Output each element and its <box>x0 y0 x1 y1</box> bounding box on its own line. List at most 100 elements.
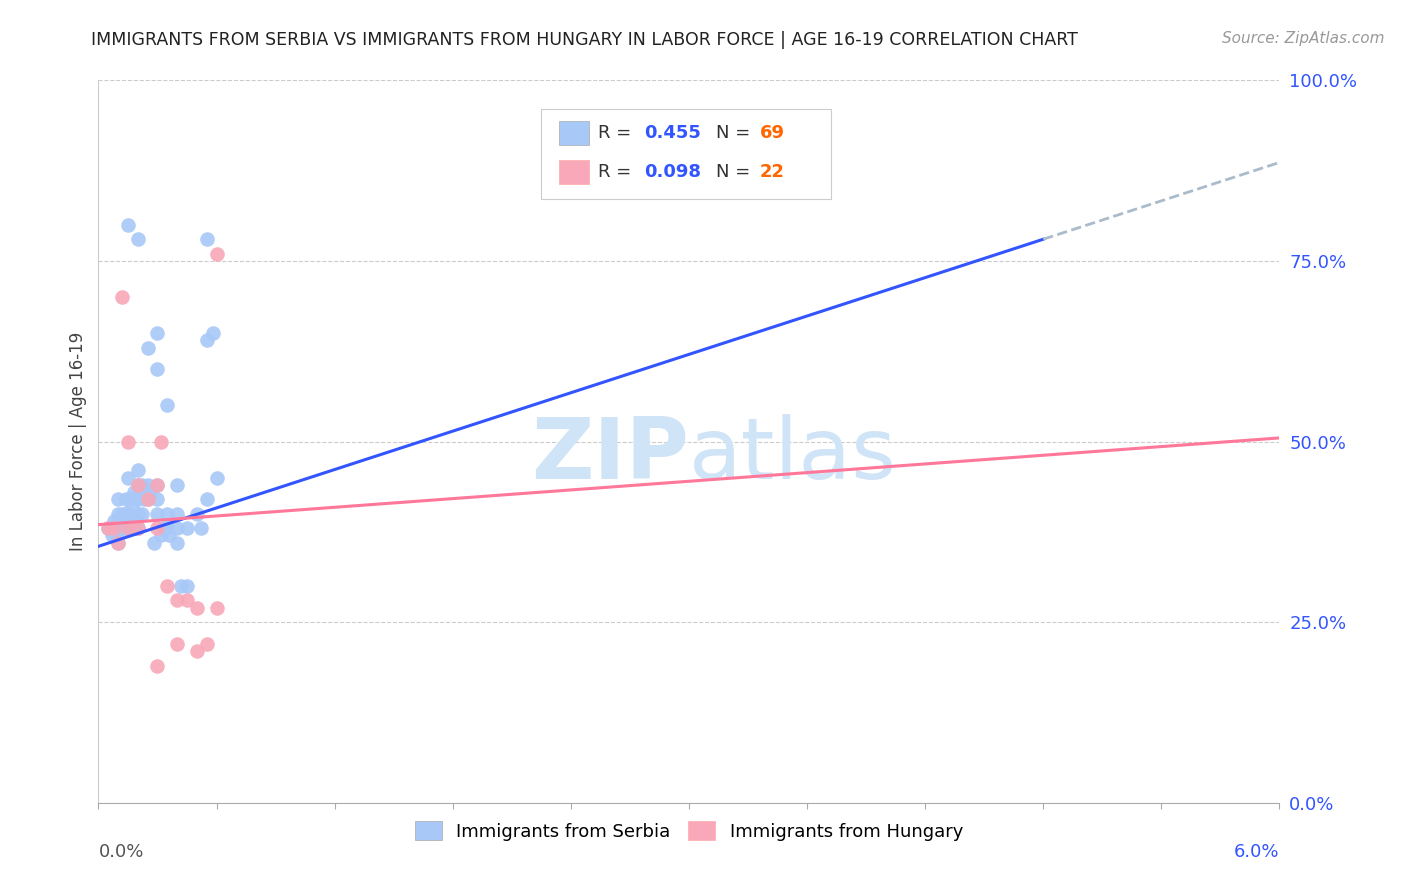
Point <box>186 507 208 521</box>
Point <box>117 507 139 521</box>
Point <box>117 218 139 232</box>
Point <box>142 535 165 549</box>
Point <box>195 334 218 348</box>
Point <box>190 521 212 535</box>
Point <box>166 507 188 521</box>
Point <box>156 579 179 593</box>
Point <box>146 492 169 507</box>
Bar <box>560 161 589 184</box>
Point <box>146 478 169 492</box>
Point <box>146 478 169 492</box>
Point <box>107 535 129 549</box>
Point <box>112 507 135 521</box>
Point <box>186 644 208 658</box>
Point <box>97 521 120 535</box>
Point <box>127 507 149 521</box>
Point <box>176 579 198 593</box>
Point <box>131 478 153 492</box>
Point <box>146 326 169 340</box>
Point <box>107 492 129 507</box>
Point <box>135 485 157 500</box>
Point <box>152 521 174 535</box>
Text: ZIP: ZIP <box>531 415 689 498</box>
Point <box>176 593 198 607</box>
Point <box>125 514 148 528</box>
Point <box>195 492 218 507</box>
Point <box>122 485 145 500</box>
Point <box>205 470 228 484</box>
Point <box>136 478 159 492</box>
Point <box>195 637 218 651</box>
Point <box>115 521 138 535</box>
Point <box>107 514 129 528</box>
Point <box>166 535 188 549</box>
Point <box>107 507 129 521</box>
Text: 6.0%: 6.0% <box>1234 843 1279 861</box>
Point <box>127 478 149 492</box>
Text: 0.098: 0.098 <box>644 163 702 181</box>
Point <box>128 485 150 500</box>
Point <box>118 492 141 507</box>
Point <box>156 507 179 521</box>
Point <box>117 470 139 484</box>
Point <box>127 521 149 535</box>
Point <box>111 290 134 304</box>
Point <box>170 579 193 593</box>
Point <box>195 232 218 246</box>
Point <box>97 521 120 535</box>
Point <box>146 521 169 535</box>
Point <box>166 478 188 492</box>
Point <box>150 528 173 542</box>
Point <box>127 232 149 246</box>
Text: 0.0%: 0.0% <box>98 843 143 861</box>
Text: atlas: atlas <box>689 415 897 498</box>
Point <box>156 521 179 535</box>
Text: R =: R = <box>598 124 637 142</box>
Point <box>146 658 169 673</box>
Point <box>166 593 188 607</box>
Point <box>127 478 149 492</box>
Text: Source: ZipAtlas.com: Source: ZipAtlas.com <box>1222 31 1385 46</box>
Point <box>101 528 124 542</box>
Point <box>112 521 135 535</box>
Point <box>117 521 139 535</box>
Bar <box>560 121 589 145</box>
FancyBboxPatch shape <box>541 109 831 200</box>
Point <box>131 507 153 521</box>
Point <box>156 398 179 412</box>
Point <box>108 521 131 535</box>
Point <box>138 485 160 500</box>
Point <box>111 514 134 528</box>
Point <box>103 521 125 535</box>
Point <box>98 521 121 535</box>
Point <box>117 434 139 449</box>
Text: 69: 69 <box>759 124 785 142</box>
Point <box>103 514 125 528</box>
Point <box>103 521 125 535</box>
Point <box>186 600 208 615</box>
Point <box>176 521 198 535</box>
Point <box>121 500 143 514</box>
Point <box>136 341 159 355</box>
Text: R =: R = <box>598 163 637 181</box>
Text: 0.455: 0.455 <box>644 124 702 142</box>
Point <box>150 434 173 449</box>
Point <box>136 492 159 507</box>
Point <box>205 600 228 615</box>
Point <box>166 637 188 651</box>
Point <box>166 521 188 535</box>
Point <box>117 521 139 535</box>
Point <box>146 507 169 521</box>
Point <box>107 535 129 549</box>
Point <box>115 492 138 507</box>
Point <box>132 492 155 507</box>
Point <box>146 362 169 376</box>
Legend: Immigrants from Serbia, Immigrants from Hungary: Immigrants from Serbia, Immigrants from … <box>408 814 970 848</box>
Point <box>107 521 129 535</box>
Point <box>205 246 228 260</box>
Point <box>136 492 159 507</box>
Point <box>111 507 134 521</box>
Text: 22: 22 <box>759 163 785 181</box>
Point <box>201 326 224 340</box>
Point <box>127 463 149 477</box>
